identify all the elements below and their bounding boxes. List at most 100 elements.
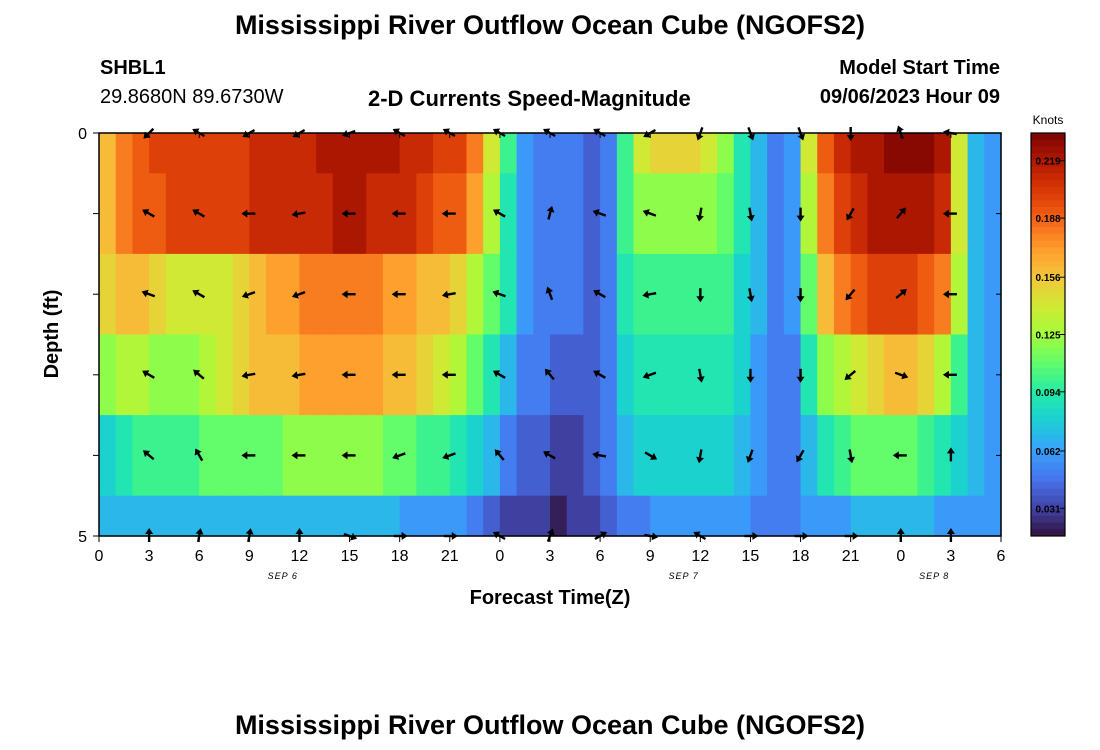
heatmap-cell [717,173,735,255]
heatmap-cell [633,173,651,255]
colorbar-segment [1031,388,1065,396]
heatmap-cell [984,253,1002,336]
colorbar-segment [1031,341,1065,349]
x-tick-label: 3 [946,548,955,565]
heatmap-cell [433,253,451,336]
heatmap-cell [850,253,868,336]
heatmap-cell [616,133,635,174]
heatmap-cell [884,173,902,255]
x-axis-label: Forecast Time(Z) [470,587,631,609]
current-arrow [391,209,406,218]
heatmap-cell [717,253,735,336]
x-tick-label: 21 [441,548,459,565]
colorbar-segment [1031,428,1065,436]
heatmap-cell [282,334,301,416]
date-label: SEP 6 [268,571,298,581]
heatmap-cell [967,173,985,255]
heatmap-cell [533,334,551,416]
heatmap-cell [600,173,618,255]
heatmap-cell [215,253,234,336]
heatmap-cell [282,173,301,255]
heatmap-cell [633,133,651,174]
current-arrow [642,209,657,217]
heatmap-cell [683,495,701,537]
x-tick-label: 15 [341,548,359,565]
heatmap-cell [99,133,117,174]
heatmap-cell [466,173,484,255]
heatmap-cell [232,253,250,336]
heatmap-cell [934,173,952,255]
x-tick-label: 0 [495,548,504,565]
current-arrow [593,370,606,379]
current-arrow [593,289,606,299]
heatmap-cell [382,133,401,174]
colorbar-segment [1031,374,1065,383]
current-arrow [895,289,907,299]
heatmap-cell [299,173,317,255]
heatmap-cell [967,133,985,174]
heatmap-cell [884,253,902,336]
heatmap-cell [466,334,484,416]
colorbar-segment [1031,468,1065,477]
heatmap-cell [767,133,785,174]
current-arrow [441,370,456,379]
current-arrow [847,449,855,464]
heatmap-cell [984,334,1002,416]
heatmap-cell [750,253,768,336]
colorbar-segment [1031,415,1065,423]
colorbar-segment [1031,488,1065,497]
colorbar-tick-label: 0.031 [1035,504,1060,515]
colorbar-segment [1031,394,1065,403]
heatmap-cell [783,415,802,497]
heatmap-cell [934,334,952,416]
colorbar-segment [1031,240,1065,248]
heatmap-cell [616,495,635,537]
current-arrow [796,449,805,463]
heatmap-cell [767,173,785,255]
heatmap-cell [299,133,317,174]
heatmap-cell [199,415,217,497]
heatmap-cell [382,253,401,336]
colorbar-segment [1031,173,1065,181]
heatmap-cell [433,133,451,174]
heatmap-cell [533,173,551,255]
current-arrow [291,451,306,460]
heatmap-cell [366,173,384,255]
heatmap-cell [516,253,534,336]
heatmap-cell [900,334,919,416]
heatmap-cell [332,495,351,537]
heatmap-cell [499,495,518,537]
heatmap-cell [616,415,635,497]
heatmap-cell [833,495,852,537]
current-arrow [241,209,256,218]
heatmap-cell [867,415,885,497]
heatmap-cell [99,173,117,255]
heatmap-cell [332,415,351,497]
heatmap-cell [967,415,985,497]
colorbar-segment [1031,408,1065,416]
colorbar-segment [1031,267,1065,275]
current-arrow [492,209,506,218]
colorbar-segment [1031,247,1065,255]
current-arrow [291,210,306,218]
current-arrow [696,288,705,303]
heatmap-cell [149,253,167,336]
colorbar-segment [1031,435,1065,443]
heatmap-cell [934,253,952,336]
heatmap-cell [850,334,868,416]
colorbar-segment [1031,361,1065,369]
heatmap-cell [433,173,451,255]
current-arrow [592,451,607,459]
heatmap-cell [833,133,852,174]
heatmap-cell [550,173,568,255]
heatmap-cell [683,173,701,255]
current-arrow [492,289,506,298]
heatmap-cell [650,133,668,174]
heatmap-cell [850,495,868,537]
heatmap-cell [115,253,134,336]
heatmap-cell [316,415,334,497]
current-arrow [241,371,256,380]
heatmap-cell [650,173,668,255]
x-tick-label: 0 [95,548,104,565]
heatmap-cell [215,173,234,255]
